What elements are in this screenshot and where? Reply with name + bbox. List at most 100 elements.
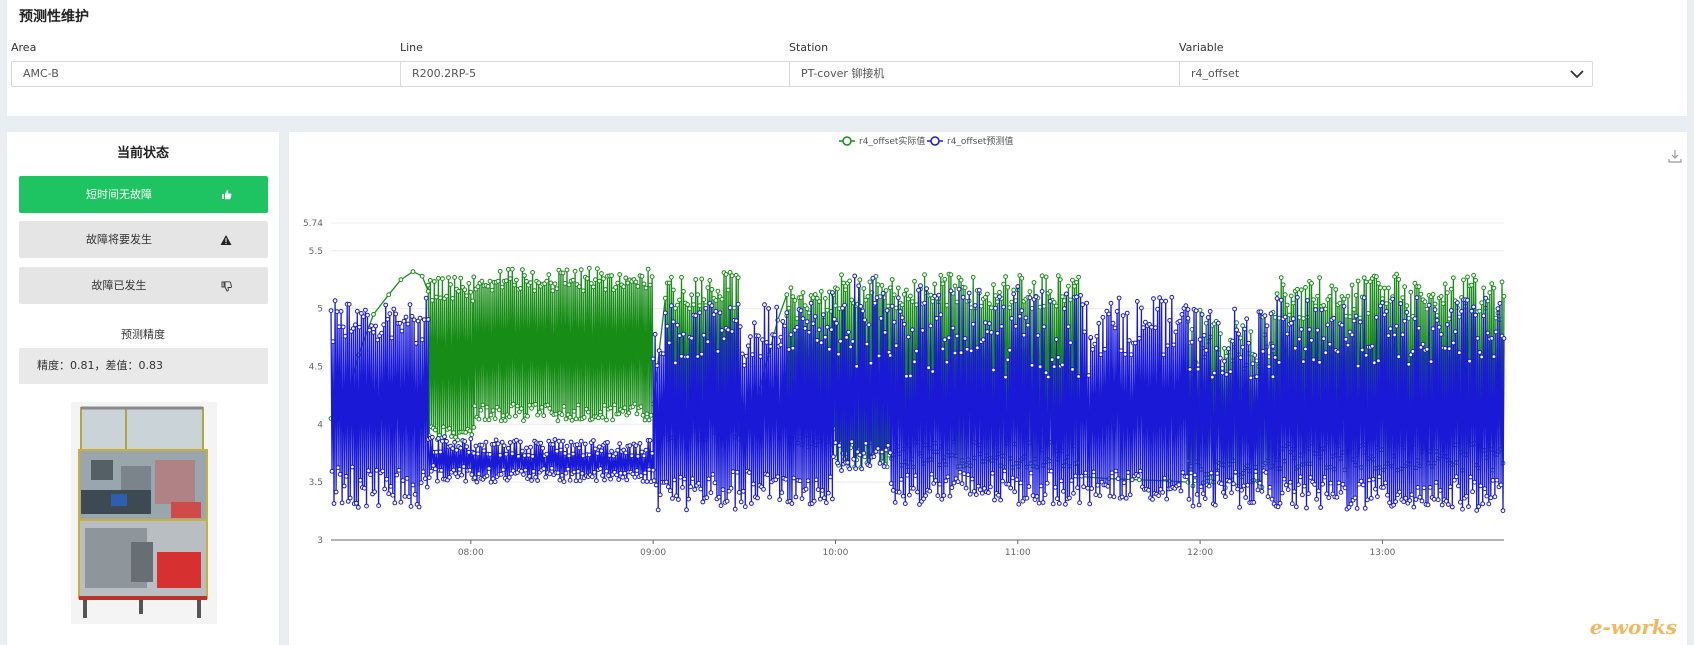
data-point xyxy=(1327,341,1333,347)
data-point xyxy=(500,467,506,473)
data-point xyxy=(1115,476,1121,482)
data-point xyxy=(721,336,727,342)
data-point xyxy=(861,450,867,456)
data-point xyxy=(1408,352,1414,358)
data-point xyxy=(1465,274,1470,280)
status-fault-occurred-button[interactable]: 故障已发生 xyxy=(19,267,268,304)
data-point xyxy=(942,276,948,282)
data-point xyxy=(1452,477,1457,483)
data-point xyxy=(355,505,361,510)
data-point xyxy=(890,488,896,493)
data-point xyxy=(423,295,429,301)
data-point xyxy=(373,323,378,329)
data-point xyxy=(407,302,413,308)
data-point xyxy=(1298,474,1303,480)
data-point xyxy=(971,488,977,494)
data-point xyxy=(1365,311,1371,316)
data-point xyxy=(741,363,747,368)
thumbs-up-icon xyxy=(222,190,232,200)
data-point xyxy=(644,479,650,484)
data-point xyxy=(1098,352,1104,358)
data-point xyxy=(566,453,572,459)
data-point xyxy=(507,276,513,282)
data-point xyxy=(854,363,860,369)
data-point xyxy=(1016,501,1022,507)
data-point xyxy=(1309,280,1314,286)
data-point xyxy=(422,476,428,482)
data-point xyxy=(597,444,602,450)
data-point xyxy=(1126,338,1132,343)
data-point xyxy=(1109,470,1115,476)
data-point xyxy=(1207,309,1213,314)
area-select[interactable]: AMC-B xyxy=(11,61,425,87)
data-point xyxy=(419,273,425,279)
data-point xyxy=(1246,340,1252,346)
station-select[interactable]: PT-cover 铆接机 xyxy=(789,61,1203,87)
line-select[interactable]: R200.2RP-5 xyxy=(400,61,814,87)
data-point xyxy=(930,369,936,374)
data-point xyxy=(1355,278,1361,284)
data-point xyxy=(448,282,453,287)
data-point xyxy=(731,305,737,311)
data-point xyxy=(1479,300,1485,306)
data-point xyxy=(533,401,539,407)
data-point xyxy=(576,445,582,451)
data-point xyxy=(965,472,971,478)
data-point xyxy=(1283,482,1289,488)
data-point xyxy=(1100,314,1106,320)
data-point xyxy=(464,293,470,299)
data-point xyxy=(944,359,950,365)
data-point xyxy=(1336,480,1342,486)
data-point xyxy=(391,306,397,312)
data-point xyxy=(424,484,430,490)
data-point xyxy=(842,302,847,308)
data-point xyxy=(1382,312,1387,318)
data-point xyxy=(772,332,778,338)
data-point xyxy=(1054,496,1060,502)
data-point xyxy=(906,334,911,340)
data-point xyxy=(509,451,515,457)
data-point xyxy=(1067,495,1072,501)
data-point xyxy=(529,478,535,483)
data-point xyxy=(902,501,908,507)
data-point xyxy=(1404,309,1410,315)
data-point xyxy=(924,286,929,292)
data-point xyxy=(738,499,744,505)
data-point xyxy=(1222,345,1227,351)
data-point xyxy=(1150,497,1155,502)
data-point xyxy=(367,327,372,333)
data-point xyxy=(450,296,456,301)
variable-select[interactable]: r4_offset xyxy=(1179,61,1593,87)
data-point xyxy=(1238,355,1243,361)
data-point xyxy=(1293,504,1299,510)
data-point xyxy=(1274,296,1280,301)
data-point xyxy=(627,443,633,449)
data-point xyxy=(837,443,842,448)
data-point xyxy=(1106,311,1112,317)
data-point xyxy=(1017,313,1023,319)
data-point xyxy=(463,478,469,484)
status-fault-imminent-button[interactable]: 故障将要发生 xyxy=(19,221,268,258)
data-point xyxy=(892,500,898,505)
data-point xyxy=(1333,287,1339,292)
data-point xyxy=(1375,494,1380,500)
data-point xyxy=(1011,287,1017,293)
data-point xyxy=(942,337,948,343)
download-icon[interactable] xyxy=(1668,149,1682,163)
data-point xyxy=(948,272,954,278)
data-point xyxy=(1040,500,1046,505)
data-point xyxy=(970,274,976,280)
data-point xyxy=(1487,290,1493,296)
data-point xyxy=(987,321,992,326)
status-no-fault-button[interactable]: 短时间无故障 xyxy=(19,176,268,213)
data-point xyxy=(899,315,905,321)
data-point xyxy=(1044,480,1050,486)
data-point xyxy=(1438,294,1444,299)
data-point xyxy=(691,302,697,308)
data-point xyxy=(1027,295,1033,301)
data-point xyxy=(756,333,761,339)
data-point xyxy=(481,448,487,454)
data-point xyxy=(618,470,624,476)
data-point xyxy=(790,345,796,351)
data-point xyxy=(1078,293,1083,298)
